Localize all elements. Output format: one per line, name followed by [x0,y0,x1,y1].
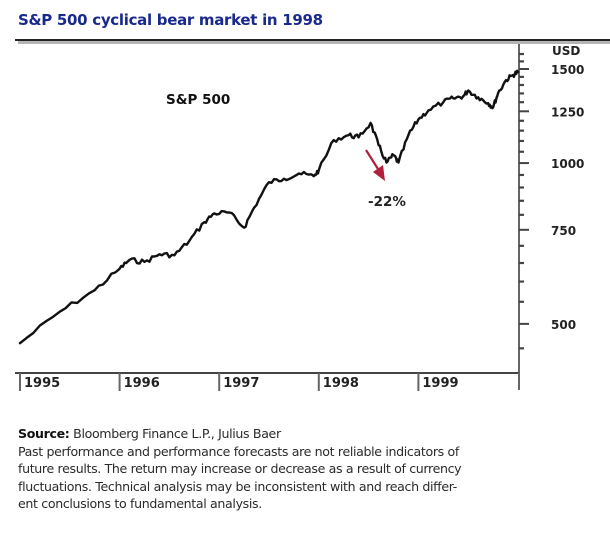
annotation-label: -22% [368,194,406,210]
y-tick-label: 500 [551,318,576,332]
disclaimer-line: ent conclusions to fundamental analysis. [18,496,262,512]
title-divider [15,39,610,41]
chart-title: S&P 500 cyclical bear market in 1998 [18,11,323,29]
disclaimer-line: Past performance and performance forecas… [18,443,459,459]
x-tick-label: 1996 [124,376,160,391]
y-tick-label: 1250 [551,105,584,119]
chart-area: 500 750 1000 1250 1500 1995 1996 1997 1998 1999 S… [15,44,584,391]
x-tick-label: 1995 [24,376,60,391]
source-line: Source: Bloomberg Finance L.P., Julius B… [18,425,598,443]
ticks: 500 750 1000 1250 1500 1995 1996 1997 1998 1999 [19,52,584,391]
x-tick-label: 1997 [223,376,259,391]
source-label: Source: [18,426,70,441]
disclaimer-line: future results. The return may increase … [18,461,462,477]
annotation-arrow-head [373,165,385,181]
annotation-arrow-line [365,149,379,170]
x-tick-label: 1998 [323,376,359,391]
title-divider-shadow [18,41,610,44]
axes [15,44,520,390]
drawdown-annotation: -22% [365,149,406,210]
series-label: S&P 500 [166,92,230,108]
series-line-sp500 [18,69,520,345]
source-text: Bloomberg Finance L.P., Julius Baer [69,426,281,441]
disclaimer-line: fluctuations. Technical analysis may be … [18,478,457,494]
footer: Source: Bloomberg Finance L.P., Julius B… [18,425,598,513]
y-tick-label: 1500 [551,63,584,77]
y-tick-label: 750 [551,224,576,238]
x-tick-label: 1999 [422,376,458,391]
y-axis-label: USD [552,44,580,58]
y-tick-label: 1000 [551,157,584,171]
